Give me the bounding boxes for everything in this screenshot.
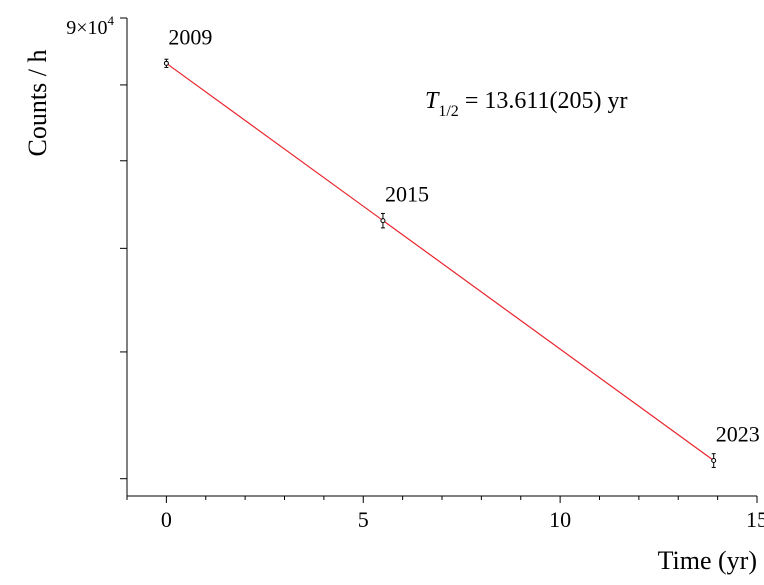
data-point xyxy=(380,218,386,224)
data-point xyxy=(163,60,169,66)
y-top-tick-label: 9×104 xyxy=(66,13,114,39)
data-point-label: 2009 xyxy=(168,24,212,49)
axes: 0 5 10 15 xyxy=(120,17,764,532)
half-life-subscript: 1/2 xyxy=(438,103,458,120)
fit-line xyxy=(166,62,715,462)
y-top-tick-mantissa: 9×10 xyxy=(66,17,107,39)
data-point-label: 2015 xyxy=(385,182,429,207)
x-axis-title: Time (yr) xyxy=(658,546,757,575)
x-tick-label: 15 xyxy=(746,507,764,532)
point-labels: 2009 2015 2023 xyxy=(168,24,759,446)
x-tick-label: 10 xyxy=(549,507,571,532)
y-top-tick-exponent: 4 xyxy=(108,13,115,28)
half-life-annotation: T1/2 = 13.611(205) yr xyxy=(425,88,627,120)
data-points xyxy=(163,58,717,468)
data-point xyxy=(711,458,717,464)
fit-line-group xyxy=(166,62,715,462)
x-tick-label: 5 xyxy=(358,507,369,532)
half-life-value: = 13.611(205) yr xyxy=(459,88,628,114)
data-point-label: 2023 xyxy=(716,422,760,447)
half-life-symbol: T xyxy=(425,88,440,114)
y-axis-title: Counts / h xyxy=(23,50,52,157)
x-tick-label: 0 xyxy=(161,507,172,532)
